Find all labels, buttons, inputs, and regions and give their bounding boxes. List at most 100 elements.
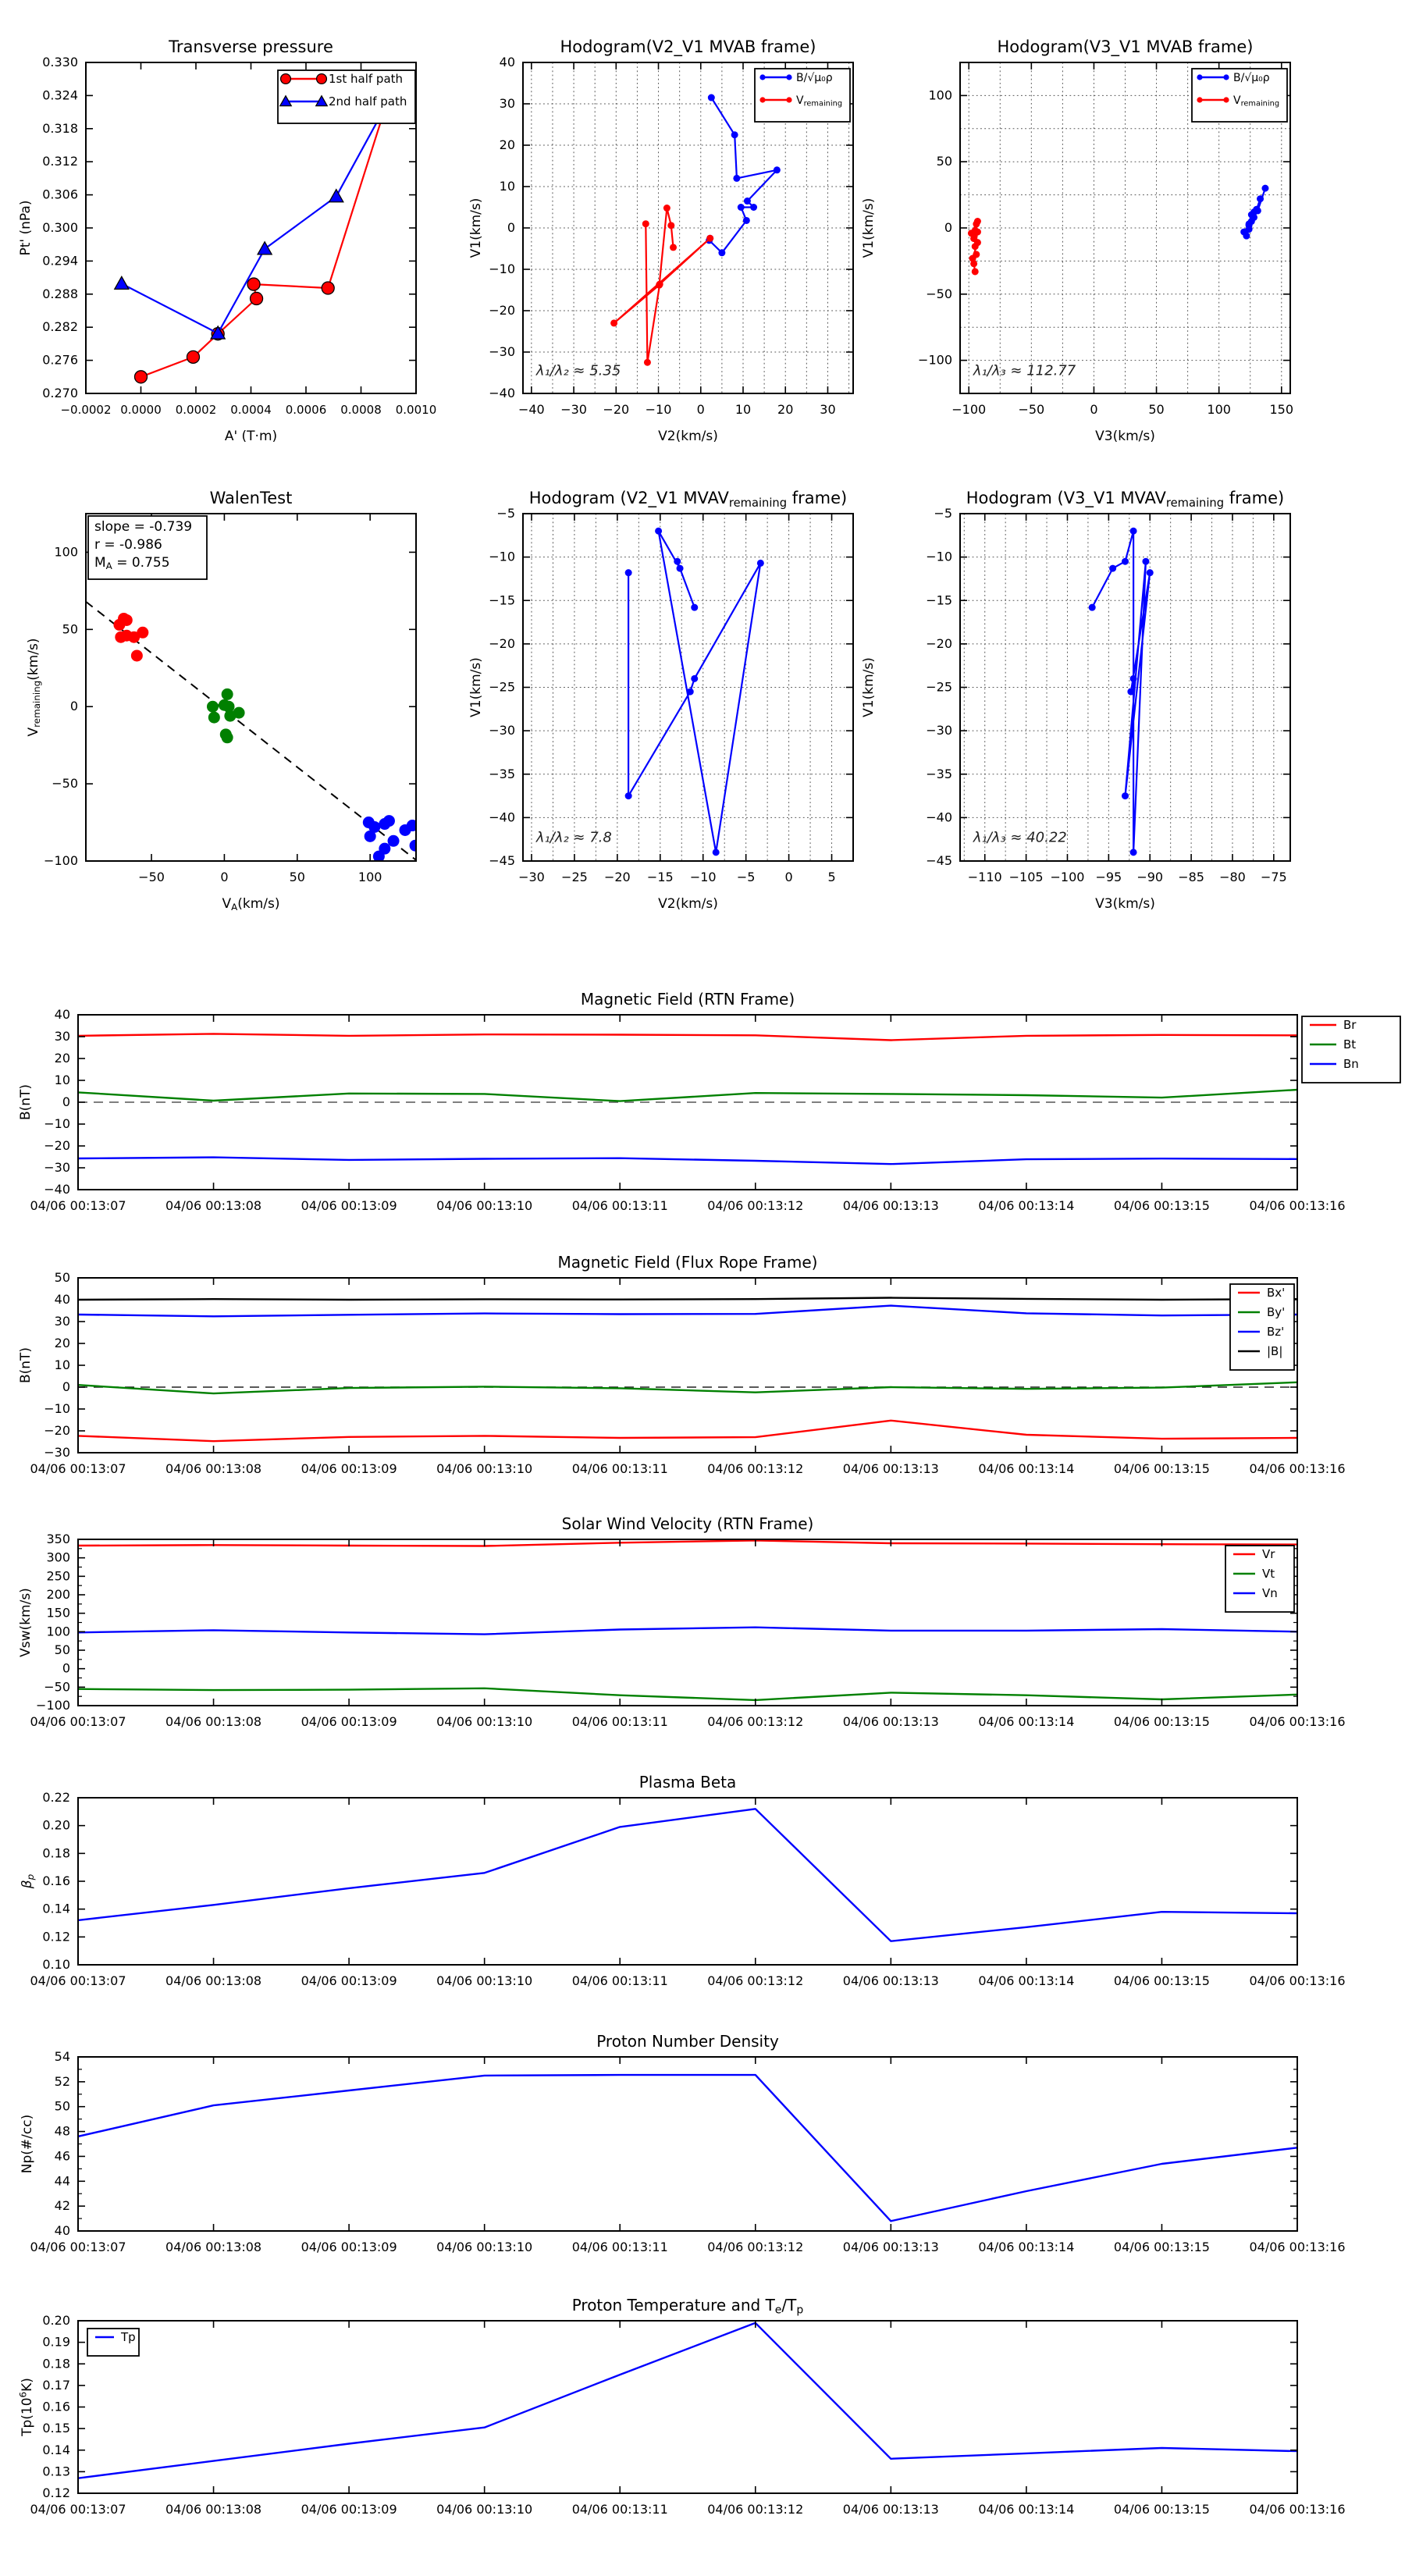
- y-tick-label: −15: [489, 592, 515, 607]
- ticks: [77, 2056, 1298, 2232]
- series-Bt: [78, 1088, 1297, 1102]
- series-layer: [610, 94, 781, 366]
- series-Np: [78, 2073, 1297, 2222]
- x-tick-label: 04/06 00:13:12: [707, 1461, 803, 1476]
- series-layer: [967, 184, 1269, 276]
- y-tick-label: −30: [489, 344, 515, 359]
- markers-V_{remaining}: [967, 218, 981, 276]
- x-tick-label: 0.0000: [120, 403, 162, 417]
- x-tick-label: 04/06 00:13:12: [707, 2240, 803, 2254]
- x-tick-label: 0: [697, 402, 705, 417]
- xlabel: V2(km/s): [658, 896, 718, 912]
- y-tick-label: 0.20: [42, 1818, 70, 1833]
- axes-frame: [77, 1277, 1298, 1453]
- x-tick-label: 10: [735, 402, 751, 417]
- y-tick-label: 0: [507, 220, 515, 235]
- ylabel: V1(km/s): [861, 198, 877, 258]
- x-tick-label: 04/06 00:13:13: [843, 1714, 939, 1729]
- x-tick-label: 04/06 00:13:10: [436, 1198, 532, 1213]
- markers-V3_V1 path: [1088, 527, 1154, 856]
- y-tick-label: 52: [55, 2074, 70, 2089]
- legend-label-Bn: Bn: [1343, 1057, 1359, 1071]
- y-tick-label: 0.294: [42, 253, 78, 268]
- title-b_rtn: Magnetic Field (RTN Frame): [581, 990, 795, 1009]
- x-tick-label: 04/06 00:13:16: [1249, 1714, 1345, 1729]
- y-tick-label: 0: [62, 1661, 70, 1676]
- y-tick-label: −5: [934, 506, 952, 521]
- x-tick-label: 04/06 00:13:09: [301, 2240, 397, 2254]
- x-tick-label: 04/06 00:13:07: [30, 2502, 126, 2517]
- y-tick-label: 0.20: [42, 2313, 70, 2328]
- plot-walen_test: −50 0 50 100 −100 −50 0 50 100 WalenTest VA(km/s) V…: [26, 489, 417, 913]
- legend: Br Bt Bn: [1301, 1016, 1401, 1083]
- x-tick-label: 04/06 00:13:15: [1114, 2240, 1210, 2254]
- x-tick-label: −20: [603, 402, 629, 417]
- x-tick-label: 0.0008: [340, 403, 382, 417]
- ylabel: V1(km/s): [468, 657, 484, 717]
- x-tick-label: 04/06 00:13:12: [707, 1198, 803, 1213]
- y-tick-label: 40: [55, 1007, 70, 1022]
- x-tick-label: −15: [647, 870, 674, 884]
- y-tick-label: −15: [926, 592, 952, 607]
- markers-middle-third: [206, 688, 245, 744]
- series-Beta_p: [78, 1808, 1297, 1942]
- plot-hodogram_v2v1_mvav: −30 −25 −20 −15 −10 −5 0 5 −45 −40 −35 −30 −25 −20 −15…: [468, 489, 854, 912]
- title-vsw_rtn: Solar Wind Velocity (RTN Frame): [562, 1514, 814, 1533]
- series-|B|: [78, 1297, 1297, 1301]
- y-tick-label: 0.16: [42, 2400, 70, 2414]
- y-tick-label: −30: [44, 1160, 70, 1175]
- legend-label-Vn: Vn: [1262, 1586, 1278, 1600]
- y-tick-label: 0.306: [42, 187, 78, 202]
- y-tick-label: 100: [928, 87, 952, 102]
- x-tick-label: 04/06 00:13:16: [1249, 2502, 1345, 2517]
- y-tick-label: 0.19: [42, 2335, 70, 2350]
- x-tick-label: −25: [561, 870, 588, 884]
- series-layer: [78, 1033, 1297, 1165]
- x-tick-label: 04/06 00:13:07: [30, 1198, 126, 1213]
- x-tick-label: 04/06 00:13:09: [301, 1973, 397, 1988]
- markers-last-third: [362, 815, 416, 861]
- markers-B/√μ₀ρ: [1240, 184, 1269, 240]
- series-Vn: [78, 1626, 1297, 1635]
- x-tick-label: 04/06 00:13:07: [30, 2240, 126, 2254]
- xlabel: V2(km/s): [658, 429, 718, 444]
- y-tick-label: −10: [44, 1401, 70, 1416]
- legend: 1st half path 2nd half path: [277, 69, 416, 124]
- x-tick-label: −10: [646, 402, 672, 417]
- y-tick-label: 0.16: [42, 1873, 70, 1888]
- x-tick-label: 04/06 00:13:13: [843, 1461, 939, 1476]
- legend-label-B/√μ₀ρ: B/√μ₀ρ: [796, 72, 833, 84]
- x-tick-label: −75: [1261, 870, 1287, 884]
- x-tick-label: 0: [785, 870, 793, 884]
- y-tick-label: 50: [55, 1642, 70, 1657]
- x-tick-label: 0: [1090, 402, 1097, 417]
- x-tick-label: −30: [518, 870, 545, 884]
- y-tick-label: 46: [55, 2148, 70, 2163]
- x-tick-label: 04/06 00:13:14: [978, 1198, 1074, 1213]
- x-tick-label: 04/06 00:13:15: [1114, 1973, 1210, 1988]
- y-tick-label: −40: [489, 809, 515, 824]
- y-tick-label: −50: [52, 776, 78, 791]
- y-tick-label: 10: [55, 1073, 70, 1087]
- x-tick-label: −20: [604, 870, 631, 884]
- y-tick-label: 300: [46, 1550, 70, 1565]
- x-tick-label: 04/06 00:13:15: [1114, 1461, 1210, 1476]
- series-layer: [78, 1808, 1297, 1942]
- y-tick-label: 0.10: [42, 1957, 70, 1972]
- y-tick-label: −100: [918, 353, 952, 368]
- x-tick-label: 04/06 00:13:13: [843, 1198, 939, 1213]
- x-tick-label: 04/06 00:13:12: [707, 2502, 803, 2517]
- y-tick-label: 0.288: [42, 286, 78, 301]
- series-layer: [78, 2322, 1297, 2479]
- plot-b_rtn: 04/06 00:13:07 04/06 00:13:08 04/06 00:13:…: [18, 990, 1401, 1213]
- title-hodogram_v3v1_mvav: Hodogram (V3_V1 MVAVremaining frame): [966, 489, 1284, 510]
- x-tick-label: 04/06 00:13:16: [1249, 1461, 1345, 1476]
- x-tick-label: 0.0006: [286, 403, 327, 417]
- markers-V2_V1 path: [624, 527, 764, 856]
- plot-hodogram_v3v1_mvab: −100 −50 0 50 100 150 −100 −50 0 50 100 Hodogram(V3…: [861, 37, 1293, 444]
- eigenvalue-annotation: λ₁/λ₂ ≈ 5.35: [535, 363, 621, 379]
- legend: Tp: [87, 2328, 140, 2357]
- plot-b_fluxrope: 04/06 00:13:07 04/06 00:13:08 04/06 00:13:…: [18, 1253, 1346, 1476]
- x-tick-label: 04/06 00:13:07: [30, 1461, 126, 1476]
